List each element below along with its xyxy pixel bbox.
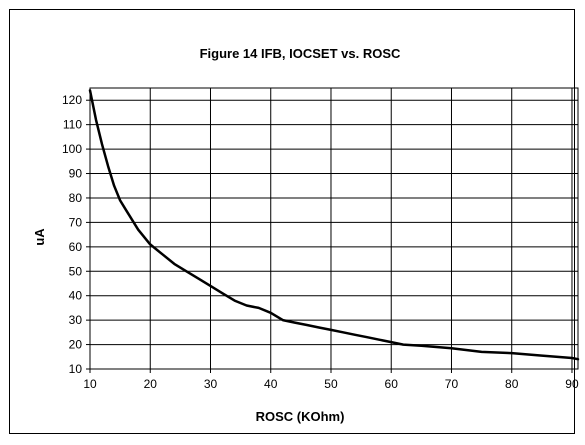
y-tick-label: 20: [69, 338, 83, 352]
x-tick-label: 20: [144, 377, 158, 391]
y-tick-label: 50: [69, 264, 83, 278]
grid: [89, 88, 578, 370]
y-tick-label: 100: [62, 142, 82, 156]
y-tick-label: 110: [63, 118, 82, 132]
y-tick-label: 80: [69, 191, 83, 205]
x-tick-label: 80: [505, 377, 519, 391]
y-axis-title: uA: [32, 228, 47, 246]
chart-frame: [9, 9, 575, 434]
y-tick-label: 60: [69, 240, 83, 254]
x-tick-label: 10: [83, 377, 97, 391]
x-tick-label: 50: [324, 377, 338, 391]
series: [88, 89, 580, 361]
y-tick-label: 10: [69, 362, 83, 376]
x-tick-label: 70: [445, 377, 459, 391]
plot-area: [89, 87, 579, 370]
y-tick-label: 70: [69, 215, 83, 229]
x-tick-label: 40: [264, 377, 278, 391]
tick-labels: 10 20 30 40 50 60 70 80 90 100 110 120 10 20 30 40 50 60 7…: [62, 93, 579, 391]
x-axis-title: ROSC (KOhm): [256, 409, 345, 424]
x-tick-label: 30: [204, 377, 218, 391]
y-tick-label: 40: [69, 289, 83, 303]
series-line: [88, 89, 580, 361]
y-tick-label: 90: [69, 167, 83, 181]
chart-title: Figure 14 IFB, IOCSET vs. ROSC: [200, 46, 401, 61]
y-tick-label: 120: [62, 93, 82, 107]
x-tick-label: 60: [385, 377, 399, 391]
y-tick-label: 30: [69, 313, 83, 327]
x-tick-label: 90: [565, 377, 579, 391]
